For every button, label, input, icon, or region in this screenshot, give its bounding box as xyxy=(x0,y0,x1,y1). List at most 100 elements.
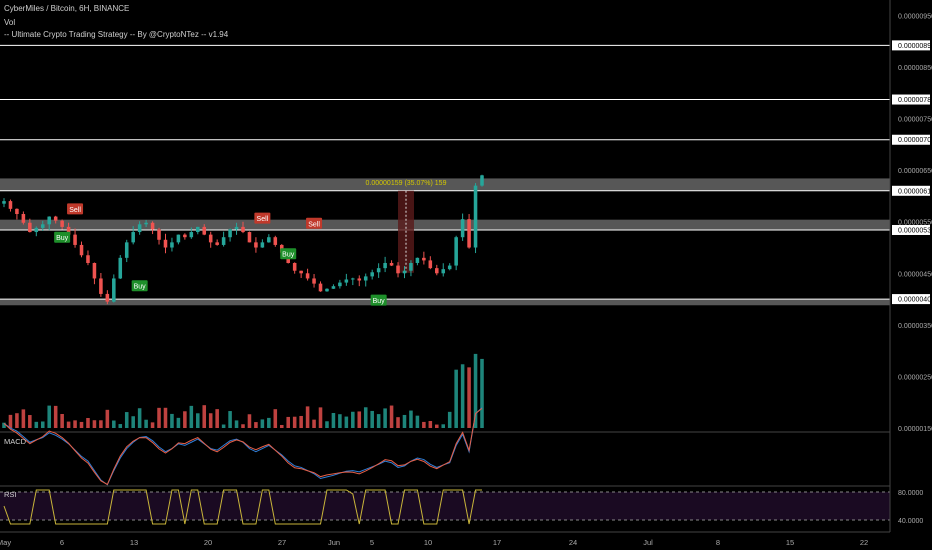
candle-body xyxy=(312,278,316,284)
candle-body xyxy=(318,283,323,292)
candle-body xyxy=(396,265,400,274)
candle-body xyxy=(363,276,368,281)
strategy-legend: -- Ultimate Crypto Trading Strategy -- B… xyxy=(4,30,229,39)
measure-tool: 0.00000159 (35.07%) 159 xyxy=(366,180,447,273)
candle-body xyxy=(105,293,110,302)
signal-buy-box xyxy=(280,248,297,260)
candle-body xyxy=(473,185,478,248)
price-level-badge xyxy=(892,94,930,105)
price-level-label: 0.00000610 xyxy=(898,188,932,195)
candle-body xyxy=(460,219,465,238)
volume-bar xyxy=(163,407,168,428)
volume-bar xyxy=(2,422,6,428)
volume-bar xyxy=(370,410,374,428)
volume-bar xyxy=(183,411,187,428)
time-tick-label: 20 xyxy=(204,538,212,547)
rsi-line xyxy=(3,489,482,525)
volume-bar xyxy=(480,358,484,428)
price-level-lines xyxy=(0,44,890,300)
candle-body xyxy=(228,229,232,238)
volume-bar xyxy=(92,420,97,428)
candle-body xyxy=(92,262,97,279)
candle-body xyxy=(325,288,329,292)
volume-bar xyxy=(202,405,207,428)
volume-bar xyxy=(422,421,426,428)
candle-body xyxy=(435,268,439,274)
volume-bar xyxy=(170,413,174,428)
candle-body xyxy=(241,226,245,233)
volume-bar xyxy=(292,416,297,428)
rsi-label: RSI xyxy=(4,490,17,499)
volume-bar xyxy=(344,416,349,428)
candle-body xyxy=(124,242,129,258)
volume-bar xyxy=(267,417,271,428)
time-tick-label: 27 xyxy=(278,538,286,547)
candle-body xyxy=(299,270,303,274)
signal-buy-label: Buy xyxy=(56,235,69,242)
candle-body xyxy=(60,220,64,227)
candle-body xyxy=(40,224,45,228)
volume-bar xyxy=(415,415,420,428)
candle-body xyxy=(338,282,342,287)
macd-signal-line xyxy=(3,408,483,486)
time-tick-label: 24 xyxy=(569,538,577,547)
volume-bar xyxy=(305,406,310,428)
candle-body xyxy=(428,260,433,269)
price-tick-label: 0.00000450 xyxy=(898,271,932,278)
candle-body xyxy=(53,216,58,221)
candle-body xyxy=(467,219,471,248)
candle-body xyxy=(292,262,297,271)
volume-bar xyxy=(8,414,13,428)
candle-body xyxy=(331,286,336,289)
candle-body xyxy=(383,262,387,269)
price-level-label: 0.00000787 xyxy=(898,97,932,104)
volume-bar xyxy=(376,414,381,428)
candle-body xyxy=(163,239,168,248)
candle-body xyxy=(176,234,181,243)
volume-bar xyxy=(318,407,323,428)
volume-bar xyxy=(47,405,51,428)
candle-body xyxy=(144,222,148,225)
candle-body xyxy=(150,222,155,230)
rsi-tick-label: 80.0000 xyxy=(898,490,923,497)
price-level-badge xyxy=(892,185,930,196)
price-level-badge xyxy=(892,134,930,145)
volume-bar xyxy=(124,412,129,428)
candle-body xyxy=(21,214,26,223)
candle-body xyxy=(267,237,271,243)
volume-bar xyxy=(435,424,439,428)
volume-bar xyxy=(409,410,413,428)
volume-bar xyxy=(363,407,368,428)
candle-body xyxy=(99,278,103,294)
time-tick-label: Jun xyxy=(328,538,340,547)
volume-bar xyxy=(351,411,355,428)
price-tick-label: 0.00000150 xyxy=(898,426,932,433)
price-level-label: 0.00000892 xyxy=(898,43,932,50)
volume-bar xyxy=(131,416,135,428)
candle-body xyxy=(422,257,426,261)
volume-bar xyxy=(460,364,465,428)
volume-bar xyxy=(144,419,148,428)
volume-bar xyxy=(299,415,303,428)
price-tick-label: 0.00000650 xyxy=(898,168,932,175)
candle-body xyxy=(112,278,116,302)
volume-bar xyxy=(241,424,245,428)
candle-body xyxy=(73,234,77,245)
volume-bar xyxy=(447,411,452,428)
time-tick-label: 15 xyxy=(786,538,794,547)
candle-body xyxy=(28,222,32,233)
volume-bar xyxy=(137,408,142,428)
volume-bar xyxy=(273,409,278,428)
candle-body xyxy=(131,232,135,243)
candle-body xyxy=(409,262,413,271)
signal-sell-label: Sell xyxy=(257,216,269,223)
candle-body xyxy=(79,244,84,256)
price-tick-label: 0.00000950 xyxy=(898,13,932,20)
sr-zone xyxy=(0,178,890,191)
volume-bar xyxy=(196,413,200,428)
candle-body xyxy=(189,232,194,238)
signal-buy-box xyxy=(370,294,387,306)
candle-body xyxy=(221,237,226,245)
candle-body xyxy=(441,269,446,274)
